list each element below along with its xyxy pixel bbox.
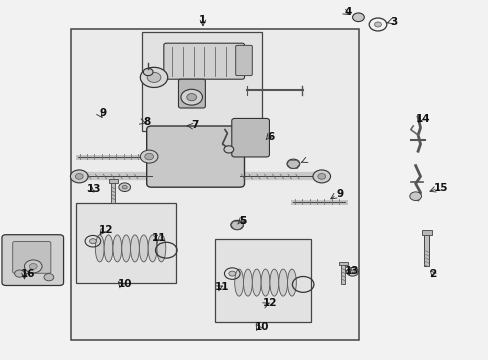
Ellipse shape bbox=[287, 269, 296, 296]
Circle shape bbox=[228, 271, 235, 276]
Circle shape bbox=[181, 89, 202, 105]
FancyBboxPatch shape bbox=[178, 79, 205, 108]
FancyBboxPatch shape bbox=[235, 45, 252, 76]
Text: 16: 16 bbox=[20, 269, 35, 279]
Circle shape bbox=[24, 260, 42, 273]
Bar bbox=[111, 182, 115, 203]
Text: 5: 5 bbox=[239, 216, 245, 226]
Text: 7: 7 bbox=[190, 120, 198, 130]
Circle shape bbox=[346, 267, 358, 276]
Text: 11: 11 bbox=[152, 233, 166, 243]
Circle shape bbox=[89, 239, 96, 244]
Circle shape bbox=[75, 174, 83, 179]
Circle shape bbox=[186, 94, 196, 101]
Ellipse shape bbox=[104, 235, 113, 262]
FancyBboxPatch shape bbox=[146, 126, 244, 187]
Ellipse shape bbox=[95, 235, 104, 262]
Bar bbox=[424, 234, 428, 266]
Circle shape bbox=[409, 192, 421, 201]
Circle shape bbox=[352, 13, 364, 22]
Text: 11: 11 bbox=[215, 282, 229, 292]
Bar bbox=[76, 203, 176, 283]
Bar bbox=[71, 29, 359, 340]
Circle shape bbox=[374, 22, 381, 27]
Ellipse shape bbox=[113, 235, 122, 262]
Text: 4: 4 bbox=[344, 7, 352, 17]
FancyBboxPatch shape bbox=[13, 242, 51, 273]
Text: 15: 15 bbox=[432, 183, 447, 193]
Text: 10: 10 bbox=[254, 322, 268, 332]
Ellipse shape bbox=[261, 269, 269, 296]
Text: 12: 12 bbox=[99, 225, 113, 235]
Bar bbox=[341, 263, 345, 284]
Circle shape bbox=[230, 220, 243, 230]
Bar bbox=[215, 239, 310, 322]
Circle shape bbox=[312, 170, 330, 183]
FancyBboxPatch shape bbox=[163, 43, 244, 79]
Text: 14: 14 bbox=[415, 114, 430, 124]
Ellipse shape bbox=[243, 269, 252, 296]
Text: 12: 12 bbox=[262, 298, 277, 309]
Text: 13: 13 bbox=[87, 184, 102, 194]
Bar bbox=[109, 179, 118, 183]
Circle shape bbox=[147, 72, 161, 82]
Text: 1: 1 bbox=[199, 15, 206, 25]
Ellipse shape bbox=[122, 235, 130, 262]
Circle shape bbox=[15, 270, 24, 277]
Circle shape bbox=[143, 68, 153, 76]
Circle shape bbox=[140, 150, 158, 163]
Ellipse shape bbox=[252, 269, 261, 296]
Ellipse shape bbox=[234, 269, 243, 296]
Text: 2: 2 bbox=[428, 269, 435, 279]
Ellipse shape bbox=[157, 235, 165, 262]
Circle shape bbox=[70, 170, 88, 183]
Ellipse shape bbox=[130, 235, 139, 262]
Circle shape bbox=[140, 67, 167, 87]
Circle shape bbox=[119, 183, 130, 192]
Circle shape bbox=[286, 159, 299, 168]
Circle shape bbox=[44, 274, 54, 281]
Bar bbox=[338, 262, 347, 265]
Text: 6: 6 bbox=[267, 132, 274, 142]
Ellipse shape bbox=[278, 269, 287, 296]
Text: 3: 3 bbox=[390, 17, 397, 27]
Text: 13: 13 bbox=[344, 266, 359, 276]
Circle shape bbox=[29, 264, 37, 269]
Circle shape bbox=[349, 270, 354, 274]
Circle shape bbox=[224, 146, 233, 153]
FancyBboxPatch shape bbox=[2, 235, 63, 285]
Bar bbox=[421, 230, 431, 235]
Ellipse shape bbox=[139, 235, 148, 262]
FancyBboxPatch shape bbox=[231, 118, 269, 157]
Circle shape bbox=[317, 174, 325, 179]
Ellipse shape bbox=[148, 235, 157, 262]
Text: 9: 9 bbox=[336, 189, 343, 199]
Circle shape bbox=[144, 153, 153, 160]
Text: 9: 9 bbox=[99, 108, 106, 118]
Bar bbox=[142, 32, 261, 131]
Text: 8: 8 bbox=[143, 117, 150, 127]
Circle shape bbox=[122, 185, 127, 189]
Text: 10: 10 bbox=[117, 279, 132, 289]
Text: 5: 5 bbox=[239, 216, 245, 226]
Ellipse shape bbox=[269, 269, 278, 296]
